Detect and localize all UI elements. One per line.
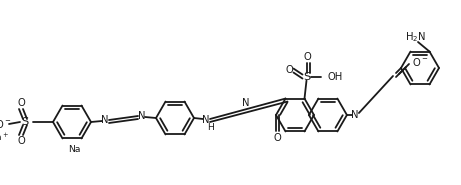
Text: N: N — [101, 115, 109, 125]
Text: O: O — [286, 65, 293, 75]
Text: N: N — [242, 98, 249, 108]
Text: O: O — [17, 98, 25, 108]
Text: O$^-$: O$^-$ — [0, 118, 11, 130]
Text: O: O — [273, 133, 281, 143]
Text: N: N — [202, 115, 210, 125]
Text: O: O — [17, 136, 25, 146]
Text: Na$^+$: Na$^+$ — [0, 132, 9, 144]
Text: N: N — [351, 110, 359, 120]
Text: O$^-$: O$^-$ — [412, 56, 428, 68]
Text: H$_2$N: H$_2$N — [405, 30, 426, 44]
Text: N: N — [138, 111, 146, 121]
Text: Na: Na — [68, 145, 80, 154]
Text: H: H — [207, 122, 214, 132]
Text: S: S — [303, 72, 310, 82]
Text: S: S — [21, 117, 29, 127]
Text: O: O — [304, 52, 311, 62]
Text: OH: OH — [327, 72, 343, 82]
